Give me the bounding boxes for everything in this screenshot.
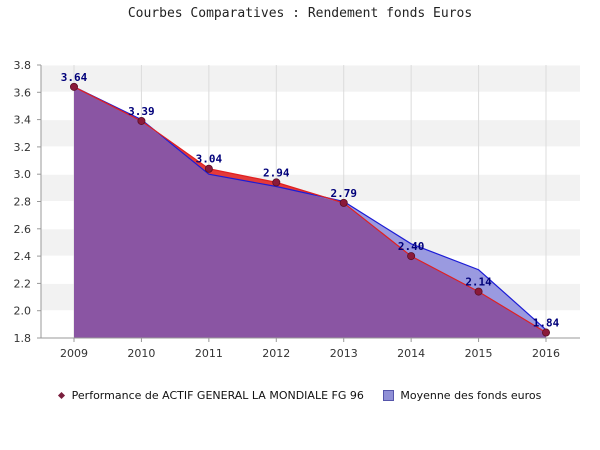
y-tick-label: 1.8: [14, 332, 32, 345]
data-point: [137, 116, 146, 125]
legend-label-performance: Performance de ACTIF GENERAL LA MONDIALE…: [71, 388, 364, 402]
legend-marker-square: [383, 390, 395, 401]
y-tick-label: 3.0: [14, 168, 32, 181]
line-performance: [73, 86, 547, 334]
y-tick-label: 3.8: [14, 59, 32, 72]
legend-item-moyenne: Moyenne des fonds euros: [383, 389, 541, 402]
legend-marker-diamond: [57, 391, 65, 400]
data-point: [204, 164, 213, 173]
data-label: 2.79: [330, 187, 357, 200]
chart-legend: Performance de ACTIF GENERAL LA MONDIALE…: [0, 388, 600, 402]
x-tick-label: 2015: [465, 347, 493, 360]
y-tick-label: 2.2: [14, 277, 32, 290]
data-point: [542, 328, 551, 337]
data-label: 2.94: [263, 166, 290, 179]
y-tick-label: 2.6: [14, 223, 32, 236]
grid-band: [41, 65, 580, 93]
data-label: 2.40: [398, 240, 425, 253]
data-point: [339, 198, 348, 207]
data-point: [407, 252, 416, 261]
data-label: 3.64: [61, 71, 88, 84]
data-label: 3.39: [128, 105, 155, 118]
y-tick-label: 2.0: [14, 305, 32, 318]
x-tick-label: 2010: [127, 347, 155, 360]
y-tick-label: 2.4: [14, 250, 32, 263]
data-point: [474, 287, 483, 296]
data-label: 1.84: [533, 317, 560, 330]
y-tick-label: 3.6: [14, 86, 32, 99]
data-label: 3.04: [196, 153, 223, 166]
y-tick-label: 2.8: [14, 196, 32, 209]
data-point: [272, 178, 281, 187]
x-tick-label: 2011: [195, 347, 223, 360]
y-tick-label: 3.4: [14, 114, 32, 127]
x-tick-label: 2013: [330, 347, 358, 360]
data-label: 2.14: [465, 276, 492, 289]
area-overlap: [74, 86, 546, 338]
x-tick-label: 2016: [532, 347, 560, 360]
legend-label-moyenne: Moyenne des fonds euros: [400, 388, 542, 402]
x-tick-label: 2014: [397, 347, 425, 360]
x-tick-label: 2012: [262, 347, 290, 360]
legend-item-performance: Performance de ACTIF GENERAL LA MONDIALE…: [57, 388, 364, 402]
data-point: [70, 82, 79, 91]
y-tick-label: 3.2: [14, 141, 32, 154]
x-tick-label: 2009: [60, 347, 88, 360]
chart-title: Courbes Comparatives : Rendement fonds E…: [127, 6, 473, 21]
